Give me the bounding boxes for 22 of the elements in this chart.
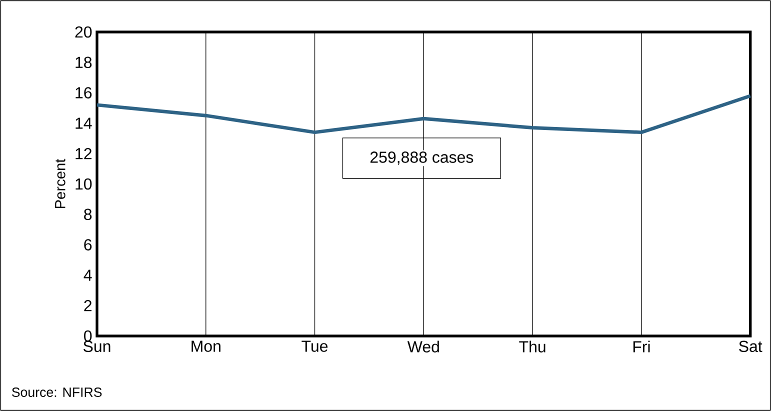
y-tick-label: 6 [84,239,92,250]
y-tick-label: 16 [76,87,92,98]
y-axis-title: Percent [55,158,66,208]
y-tick-label: 20 [75,26,92,38]
source-note: Source: NFIRS [12,388,102,397]
x-tick-label: Mon [192,340,220,352]
annotation: 259,888 cases [370,152,474,165]
y-tick-label: 12 [76,148,92,160]
x-tick-label: Tue [302,340,328,352]
line-series [95,94,752,134]
x-tick-label: Sat [739,340,762,352]
x-tick-label: Sun [84,340,110,352]
x-tick-label: Fri [633,340,650,352]
x-tick-label: Thu [519,340,546,352]
y-tick-label: 14 [76,118,92,129]
x-tick-label: Wed [407,340,439,352]
y-tick-label: 18 [76,56,92,68]
y-tick-label: 0 [84,330,92,342]
y-tick-label: 8 [84,208,92,220]
y-tick-label: 10 [76,178,92,190]
y-tick-label: 4 [84,270,92,281]
y-tick-label: 2 [84,300,92,312]
